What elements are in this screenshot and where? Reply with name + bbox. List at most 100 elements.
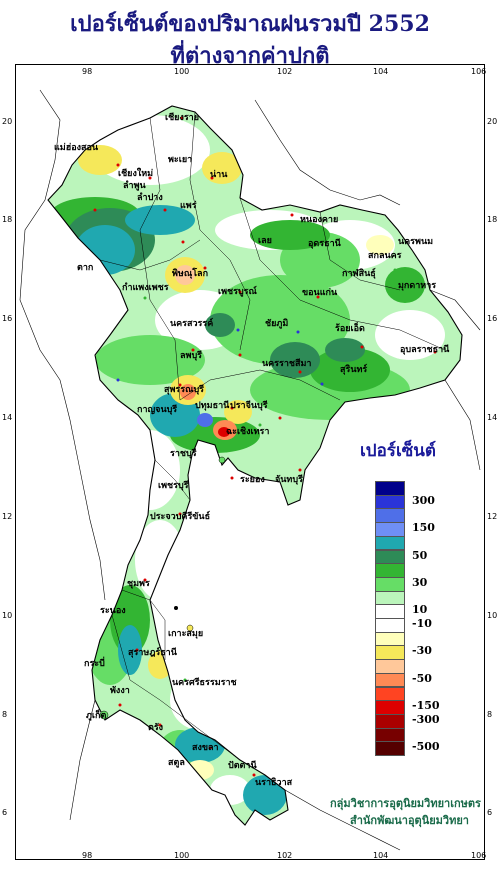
lon-tick-top: 100 — [174, 67, 190, 76]
place-label: ร้อยเอ็ด — [335, 324, 365, 334]
place-label: นครศรีธรรมราช — [172, 678, 237, 688]
legend-swatch — [375, 645, 405, 661]
lat-tick-left: 8 — [2, 710, 8, 719]
place-label: ชัยภูมิ — [265, 319, 289, 329]
legend-label: -50 — [412, 671, 432, 685]
legend-swatch — [375, 686, 405, 702]
place-label: พะเยา — [168, 155, 193, 165]
legend-swatch — [375, 535, 405, 551]
legend-swatch — [375, 563, 405, 578]
lat-tick-right: 6 — [487, 808, 493, 817]
lat-tick-left: 12 — [2, 512, 13, 521]
lat-tick-right: 18 — [487, 215, 498, 224]
place-label: ฉะเชิงเทรา — [226, 427, 270, 437]
legend-swatch — [375, 508, 405, 524]
place-label: ระนอง — [100, 606, 126, 616]
place-label: เชียงราย — [165, 113, 200, 123]
place-label: เกาะสมุย — [168, 629, 204, 639]
lon-tick-bottom: 98 — [82, 851, 93, 860]
map-frame — [15, 64, 485, 860]
place-label: สงขลา — [192, 743, 219, 753]
lat-tick-right: 10 — [487, 611, 498, 620]
legend-label: -500 — [412, 740, 440, 754]
lat-tick-left: 6 — [2, 808, 8, 817]
place-label: สตูล — [168, 758, 185, 768]
lat-tick-left: 20 — [2, 117, 13, 126]
place-label: ประจวบคีรีขันธ์ — [150, 512, 211, 522]
legend-swatch — [375, 713, 405, 729]
place-label: อุบลราชธานี — [400, 345, 450, 355]
place-label: กาญจนบุรี — [137, 405, 178, 415]
place-label: ระยอง — [240, 475, 265, 485]
place-label: ภูเก็ต — [86, 711, 107, 721]
legend-label: 30 — [412, 575, 428, 589]
place-label: มุกดาหาร — [398, 281, 437, 291]
credit-line1: กลุ่มวิชาการอุตุนิยมวิทยาเกษตร — [330, 797, 481, 810]
place-label: เลย — [258, 236, 272, 246]
lon-tick-bottom: 100 — [174, 851, 190, 860]
legend-swatch — [375, 494, 405, 510]
place-label: เชียงใหม่ — [118, 169, 154, 179]
place-label: ตรัง — [148, 723, 164, 733]
place-label: กาฬสินธุ์ — [342, 269, 376, 279]
legend-label: -150 — [412, 699, 440, 713]
lat-tick-right: 12 — [487, 512, 498, 521]
place-label: ขอนแก่น — [302, 288, 338, 298]
place-label: นครพนม — [398, 237, 434, 247]
place-label: นครสวรรค์ — [170, 319, 214, 329]
place-label: สกลนคร — [368, 251, 402, 261]
lon-tick-top: 98 — [82, 67, 93, 76]
legend-label: -30 — [412, 644, 432, 658]
place-label: นราธิวาส — [255, 778, 293, 788]
place-label: พังงา — [110, 686, 130, 696]
legend-swatch — [375, 672, 405, 688]
place-label: แพร่ — [180, 201, 197, 211]
lat-tick-right: 20 — [487, 117, 498, 126]
place-label: พิษณุโลก — [172, 269, 209, 279]
lon-tick-bottom: 106 — [471, 851, 487, 860]
place-label: สุราษฎร์ธานี — [128, 648, 177, 658]
legend-swatch — [375, 727, 405, 743]
place-label: กระบี่ — [84, 659, 105, 669]
place-label: ลำปาง — [137, 193, 163, 203]
legend-label: 10 — [412, 603, 428, 617]
place-label: นครราชสีมา — [262, 359, 312, 369]
legend-label: -10 — [412, 617, 432, 630]
legend-swatch — [375, 604, 405, 619]
lon-tick-top: 104 — [373, 67, 389, 76]
place-label: สุพรรณบุรี — [164, 385, 204, 395]
legend-label: -300 — [412, 712, 440, 726]
lat-tick-left: 18 — [2, 215, 13, 224]
legend-swatch — [375, 481, 405, 496]
place-label: ปราจีนบุรี — [230, 401, 268, 411]
place-label: ลำพูน — [123, 181, 146, 191]
lon-tick-bottom: 102 — [277, 851, 293, 860]
place-label: เพชรบูรณ์ — [218, 287, 257, 297]
lon-tick-bottom: 104 — [373, 851, 389, 860]
legend-swatch — [375, 700, 405, 715]
place-label: จันทบุรี — [275, 475, 303, 485]
lon-tick-top: 106 — [471, 67, 487, 76]
place-label: ลพบุรี — [180, 351, 202, 361]
legend-label: 50 — [412, 548, 428, 562]
legend-swatch — [375, 659, 405, 674]
lat-tick-right: 14 — [487, 413, 498, 422]
legend-swatch — [375, 741, 405, 756]
place-label: กำแพงเพชร — [122, 283, 169, 293]
place-label: สุรินทร์ — [340, 365, 368, 375]
place-label: ราชบุรี — [170, 449, 197, 459]
place-label: ตาก — [77, 263, 94, 273]
legend-title: เปอร์เซ็นต์ — [360, 441, 436, 461]
legend-swatch — [375, 549, 405, 565]
place-label: ชุมพร — [127, 579, 150, 589]
place-label: อุดรธานี — [308, 239, 341, 249]
legend-swatch — [375, 631, 405, 647]
lat-tick-left: 14 — [2, 413, 13, 422]
place-label: ปัตตานี — [228, 761, 257, 771]
place-label: เพชรบุรี — [158, 481, 189, 491]
legend-label: 150 — [412, 521, 435, 535]
legend-swatch — [375, 590, 405, 606]
legend-swatch — [375, 576, 405, 592]
credit-line2: สำนักพัฒนาอุตุนิยมวิทยา — [350, 814, 469, 827]
